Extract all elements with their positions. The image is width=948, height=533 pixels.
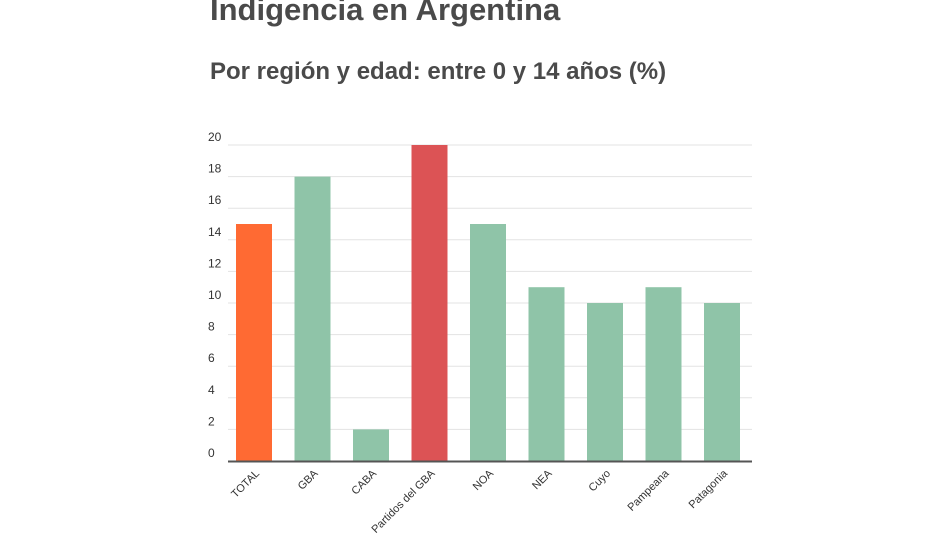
chart-title: Indigencia en Argentina <box>210 0 561 27</box>
bar-gba <box>294 176 331 461</box>
x-tick-label: Partidos del GBA <box>369 467 438 533</box>
bar-patagonia <box>704 303 740 461</box>
y-tick-label: 4 <box>208 383 215 397</box>
y-tick-label: 0 <box>208 446 215 460</box>
bar-noa <box>470 224 506 461</box>
y-axis-ticks: 0 2 4 6 8 10 12 14 16 18 20 <box>208 130 222 460</box>
y-tick-label: 6 <box>208 351 215 365</box>
y-tick-label: 14 <box>208 225 222 239</box>
bar-pampeana <box>645 287 682 461</box>
y-tick-label: 10 <box>208 288 222 302</box>
x-tick-label: Pampeana <box>626 467 673 514</box>
bar-partidos-del-gba <box>411 145 448 461</box>
x-tick-label: NOA <box>471 467 497 493</box>
x-tick-label: GBA <box>296 467 321 492</box>
y-tick-label: 20 <box>208 130 222 144</box>
bar-nea <box>528 287 565 461</box>
x-tick-label: Cuyo <box>586 468 613 495</box>
y-tick-label: 16 <box>208 193 222 207</box>
x-tick-label: TOTAL <box>229 468 262 501</box>
y-tick-label: 18 <box>208 162 222 176</box>
y-tick-label: 2 <box>208 414 215 428</box>
bars <box>236 145 740 461</box>
bar-cuyo <box>587 303 623 461</box>
x-tick-label: Patagonia <box>687 467 731 511</box>
y-tick-label: 12 <box>208 256 222 270</box>
bar-caba <box>353 429 389 461</box>
chart-subtitle: Por región y edad: entre 0 y 14 años (%) <box>210 58 667 85</box>
x-tick-label: NEA <box>530 467 555 492</box>
bar-total <box>236 224 272 461</box>
x-tick-label: CABA <box>349 467 379 497</box>
y-tick-label: 8 <box>208 320 215 334</box>
